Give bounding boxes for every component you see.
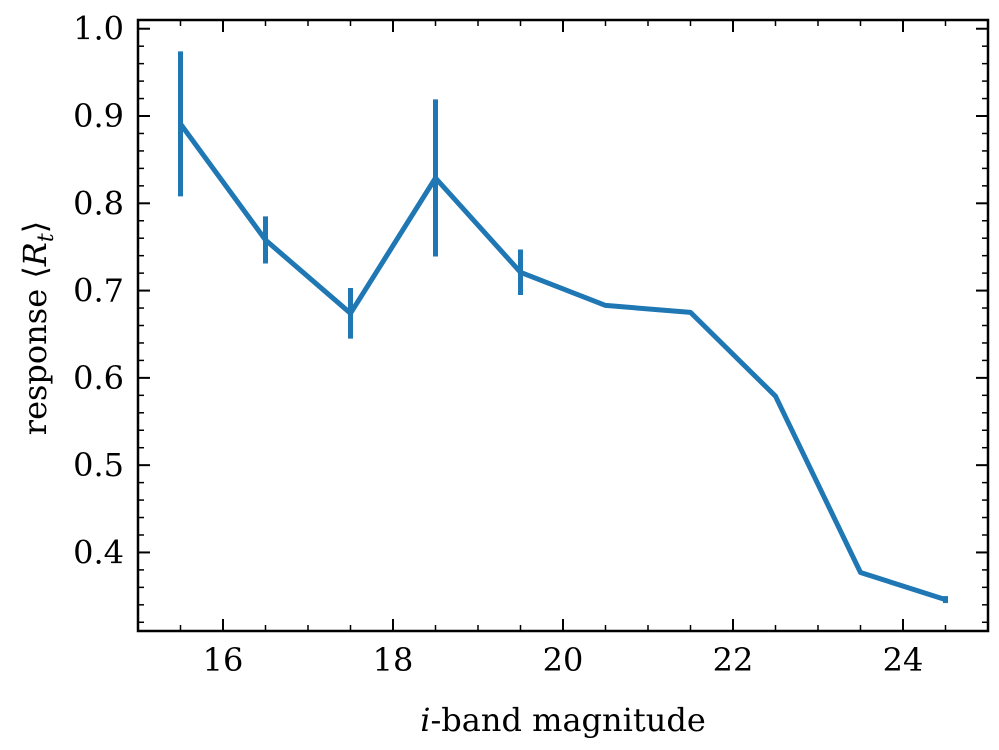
plot-frame [136, 18, 990, 633]
x-axis-label: i-band magnitude [420, 701, 706, 739]
x-tick-label: 20 [543, 641, 584, 679]
y-axis-label: response ⟨Rt⟩ [16, 221, 59, 435]
y-tick-label: 0.7 [73, 272, 124, 310]
x-tick-label: 22 [713, 641, 754, 679]
y-tick-labels: 0.4 0.5 0.6 0.7 0.8 0.9 1.0 [73, 10, 124, 572]
minor-ticks [137, 20, 989, 631]
y-axis-label-suffix: ⟩ [16, 221, 54, 233]
series-line [178, 122, 947, 602]
error-bars [178, 51, 948, 604]
y-tick-label: 0.6 [73, 359, 124, 397]
x-tick-label: 18 [373, 641, 414, 679]
x-tick-labels: 16 18 20 22 24 [203, 641, 924, 679]
y-tick-label: 1.0 [73, 10, 124, 48]
y-tick-label: 0.4 [73, 533, 124, 571]
y-axis-label-var: R [16, 242, 54, 267]
y-tick-label: 0.8 [73, 184, 124, 222]
y-axis-label-sub: t [34, 233, 59, 242]
x-tick-label: 16 [203, 641, 244, 679]
x-tick-label: 24 [883, 641, 924, 679]
y-axis-label-prefix: response ⟨ [16, 266, 54, 435]
y-tick-label: 0.5 [73, 446, 124, 484]
x-axis-label-text: -band magnitude [430, 701, 705, 739]
y-tick-label: 0.9 [73, 97, 124, 135]
x-axis-label-var: i [420, 701, 430, 739]
major-ticks [138, 20, 988, 631]
